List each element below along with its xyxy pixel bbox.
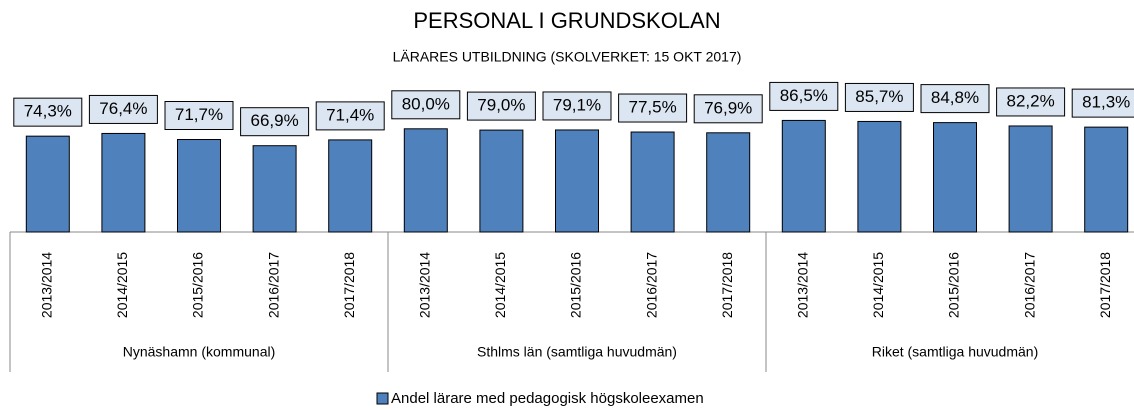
bar [328,139,373,233]
data-label-box [618,93,688,123]
data-label: 71,7% [175,105,223,124]
x-tick-label: 2017/2018 [1097,252,1113,318]
x-tick-label: 2016/2017 [265,252,281,318]
x-tick-label: 2015/2016 [568,252,584,318]
bar [781,119,826,233]
x-tick-label: 2017/2018 [719,252,735,318]
x-tick-label: 2014/2015 [492,252,508,318]
data-label-box [88,94,158,124]
data-label-box [920,84,990,114]
x-tick-label: 2015/2016 [946,252,962,318]
data-label: 80,0% [402,94,450,113]
data-label-box [769,81,839,111]
bar [630,131,675,233]
bar [1084,126,1129,233]
data-label-box [1071,88,1134,118]
bar [25,135,70,233]
data-label: 76,4% [99,99,147,118]
data-label: 85,7% [855,87,903,106]
x-tick-label: 2014/2015 [870,252,886,318]
group-label: Nynäshamn (kommunal) [123,344,276,360]
data-label-box [693,94,763,124]
x-tick-label: 2016/2017 [643,252,659,318]
data-label: 86,5% [780,86,828,105]
bar [857,120,902,233]
bar [706,132,751,233]
group-label: Riket (samtliga huvudmän) [872,344,1039,360]
bar [177,139,221,233]
x-tick-label: 2016/2017 [1021,252,1037,318]
data-label: 71,4% [326,105,374,124]
data-label: 77,5% [628,98,676,117]
x-tick-label: 2014/2015 [114,252,130,318]
x-tick-label: 2017/2018 [341,252,357,318]
x-tick-label: 2013/2014 [417,252,433,318]
data-label: 79,0% [477,96,525,115]
x-tick-label: 2015/2016 [190,252,206,318]
data-label-box [13,97,83,127]
data-label: 74,3% [24,102,72,121]
group-label: Sthlms län (samtliga huvudmän) [477,344,677,360]
legend-label: Andel lärare med pedagogisk högskoleexam… [391,390,704,407]
data-label: 82,2% [1006,91,1054,110]
data-label-box [391,90,461,120]
data-label-box [996,87,1066,117]
data-label: 84,8% [931,88,979,107]
data-label-box [844,82,914,112]
legend-swatch [376,392,389,405]
x-tick-label: 2013/2014 [39,252,55,318]
data-label-box [315,101,385,131]
bar [403,128,448,233]
bar [479,129,524,233]
bar [555,129,599,233]
data-label: 79,1% [553,95,601,114]
bar [101,132,146,233]
bar [1008,125,1053,233]
data-label: 66,9% [250,111,298,130]
data-label-box [542,91,612,121]
x-tick-label: 2013/2014 [795,252,811,318]
bar [933,122,977,233]
data-label-box [240,107,310,137]
data-label-box [466,91,536,121]
data-label-box [164,101,234,131]
chart-subtitle: LÄRARES UTBILDNING (SKOLVERKET: 15 OKT 2… [393,49,742,65]
data-label: 76,9% [704,98,752,117]
chart-title: PERSONAL I GRUNDSKOLAN [413,8,720,33]
data-label: 81,3% [1082,93,1130,112]
bar [252,145,297,233]
